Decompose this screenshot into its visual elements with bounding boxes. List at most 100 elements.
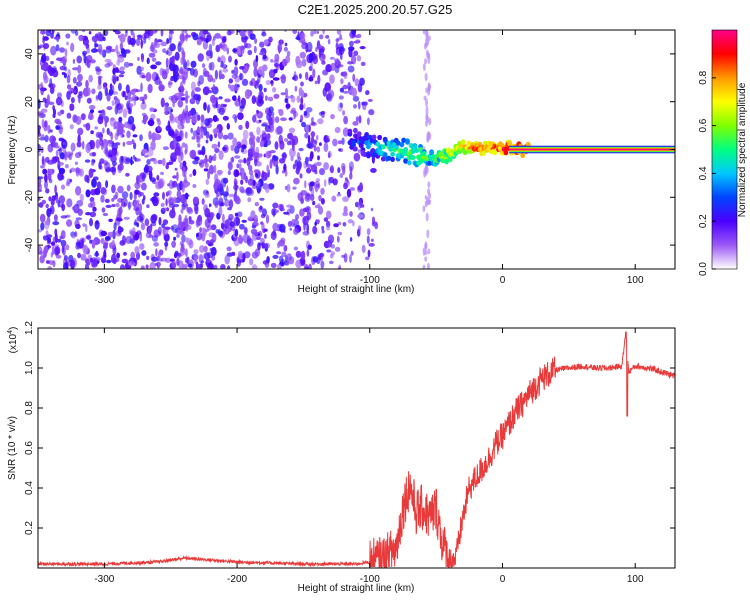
- spectrogram-cell: [53, 214, 58, 222]
- spectrogram-cell: [58, 167, 66, 175]
- y-tick-label: 0.2: [24, 521, 35, 535]
- snr-ticks: -300 -200 -100 0 100 0.2 0.4 0.6 0.8 1.0 1.2: [24, 321, 675, 585]
- spectrogram-cell: [278, 39, 284, 45]
- spectrogram-cell: [198, 75, 205, 85]
- spectrogram-cell: [268, 106, 274, 114]
- spectrogram-cell: [61, 56, 67, 65]
- spectrogram-cell: [108, 131, 113, 137]
- spectrogram-cell: [155, 248, 158, 257]
- spectrogram-cell: [147, 227, 152, 233]
- spectrogram-cell: [121, 199, 125, 207]
- spectrogram-cell: [251, 95, 256, 105]
- spectrogram-cell: [410, 155, 416, 161]
- spectrogram-cell: [313, 30, 317, 35]
- spectrogram-cell: [218, 43, 224, 49]
- snr-x-axis-label: Height of straight line (km): [298, 583, 415, 594]
- spectrogram-cell: [133, 142, 137, 150]
- spectrogram-cell: [303, 110, 308, 117]
- spectrogram-cell: [151, 213, 158, 221]
- spectrogram-cell: [137, 57, 140, 61]
- spectrogram-cell: [370, 168, 377, 173]
- spectrogram-cell: [359, 46, 366, 50]
- spectrogram-cell: [129, 37, 137, 46]
- spectrogram-cell: [162, 158, 166, 166]
- spectrogram-cell: [235, 216, 240, 226]
- spectrogram-cell: [316, 219, 320, 225]
- spectrogram-cell: [353, 127, 358, 134]
- spectrogram-cell: [309, 181, 315, 187]
- spectrogram-cell: [181, 124, 185, 130]
- spectrogram-cell: [281, 152, 287, 161]
- spectrogram-cell: [154, 76, 161, 85]
- spectrogram-cell: [260, 237, 265, 244]
- spectrogram-cell: [188, 216, 192, 222]
- spectrogram-cell: [65, 181, 70, 187]
- spectrogram-cell: [55, 246, 61, 255]
- spectrogram-cell: [301, 121, 306, 128]
- spectrogram-cell: [329, 56, 335, 60]
- spectrogram-cell: [238, 234, 241, 243]
- spectrogram-cell: [254, 38, 258, 44]
- snr-y-multiplier: (x104): [7, 327, 19, 354]
- spectrogram-cell: [399, 142, 405, 148]
- chart-title: C2E1.2025.200.20.57.G25: [298, 2, 453, 17]
- spectrogram-cell: [256, 126, 261, 136]
- spectrogram-cell: [273, 93, 280, 99]
- spectrogram-cell: [38, 45, 42, 50]
- spectrogram-cell: [234, 228, 239, 237]
- spectrogram-cell: [75, 223, 81, 229]
- spectrogram-cell: [175, 130, 180, 137]
- spectrogram-cell: [144, 218, 150, 227]
- spectrogram-cell: [367, 98, 373, 102]
- spectrogram-cell: [38, 143, 42, 153]
- spectrogram-cell: [301, 58, 307, 67]
- spectrogram-cell: [260, 213, 266, 219]
- spectrogram-cell: [255, 55, 259, 63]
- spectrogram-cell: [126, 140, 133, 146]
- spectrogram-cell: [50, 45, 57, 56]
- spectrogram-cell: [240, 170, 245, 179]
- spectrogram-cell: [189, 173, 193, 178]
- spectrogram-cell: [257, 73, 261, 84]
- spectrogram-cell: [265, 139, 272, 146]
- spectrogram-cell: [231, 251, 236, 256]
- spectrogram-cell: [54, 184, 57, 195]
- spectrogram-cell: [51, 30, 55, 35]
- spectrogram-cell: [94, 188, 101, 196]
- spectrogram-cell: [208, 155, 213, 164]
- spectrogram-cell: [348, 48, 353, 58]
- spectrogram-cell: [195, 132, 202, 141]
- spectrogram-cell: [240, 45, 245, 55]
- spectrogram-cell: [120, 48, 126, 55]
- spectrogram-cell: [83, 54, 87, 64]
- spectrogram-cell: [142, 195, 146, 201]
- spectrogram-cell: [104, 58, 112, 63]
- spectrogram-cell: [185, 104, 189, 114]
- spectrogram-y-axis-label: Frequency (Hz): [7, 116, 18, 185]
- spectrogram-cell: [185, 90, 188, 100]
- spectrogram-cell: [169, 37, 172, 44]
- spectrogram-cell: [215, 100, 218, 109]
- spectrogram-cell: [199, 245, 205, 253]
- spectrogram-cell: [208, 164, 215, 175]
- spectrogram-cell: [256, 109, 259, 114]
- spectrogram-cell: [197, 127, 204, 134]
- spectrogram-cell: [122, 141, 126, 147]
- spectrogram-cell: [125, 172, 130, 177]
- spectrogram-cell: [257, 66, 265, 75]
- spectrogram-cell: [185, 67, 189, 75]
- spectrogram-cell: [294, 85, 298, 92]
- spectrogram-cell: [247, 49, 253, 56]
- spectrogram-cell: [42, 43, 50, 49]
- spectrogram-cell: [215, 191, 219, 200]
- spectrogram-cell: [425, 87, 429, 93]
- spectrogram-cell: [362, 151, 368, 157]
- spectrogram-cell: [222, 134, 229, 140]
- spectrogram-cell: [177, 99, 184, 108]
- spectrogram-cell: [220, 103, 224, 109]
- x-tick-label: -100: [360, 275, 380, 286]
- spectrogram-cell: [520, 152, 526, 158]
- spectrogram-cell: [382, 152, 388, 158]
- spectrogram-cell: [182, 67, 186, 75]
